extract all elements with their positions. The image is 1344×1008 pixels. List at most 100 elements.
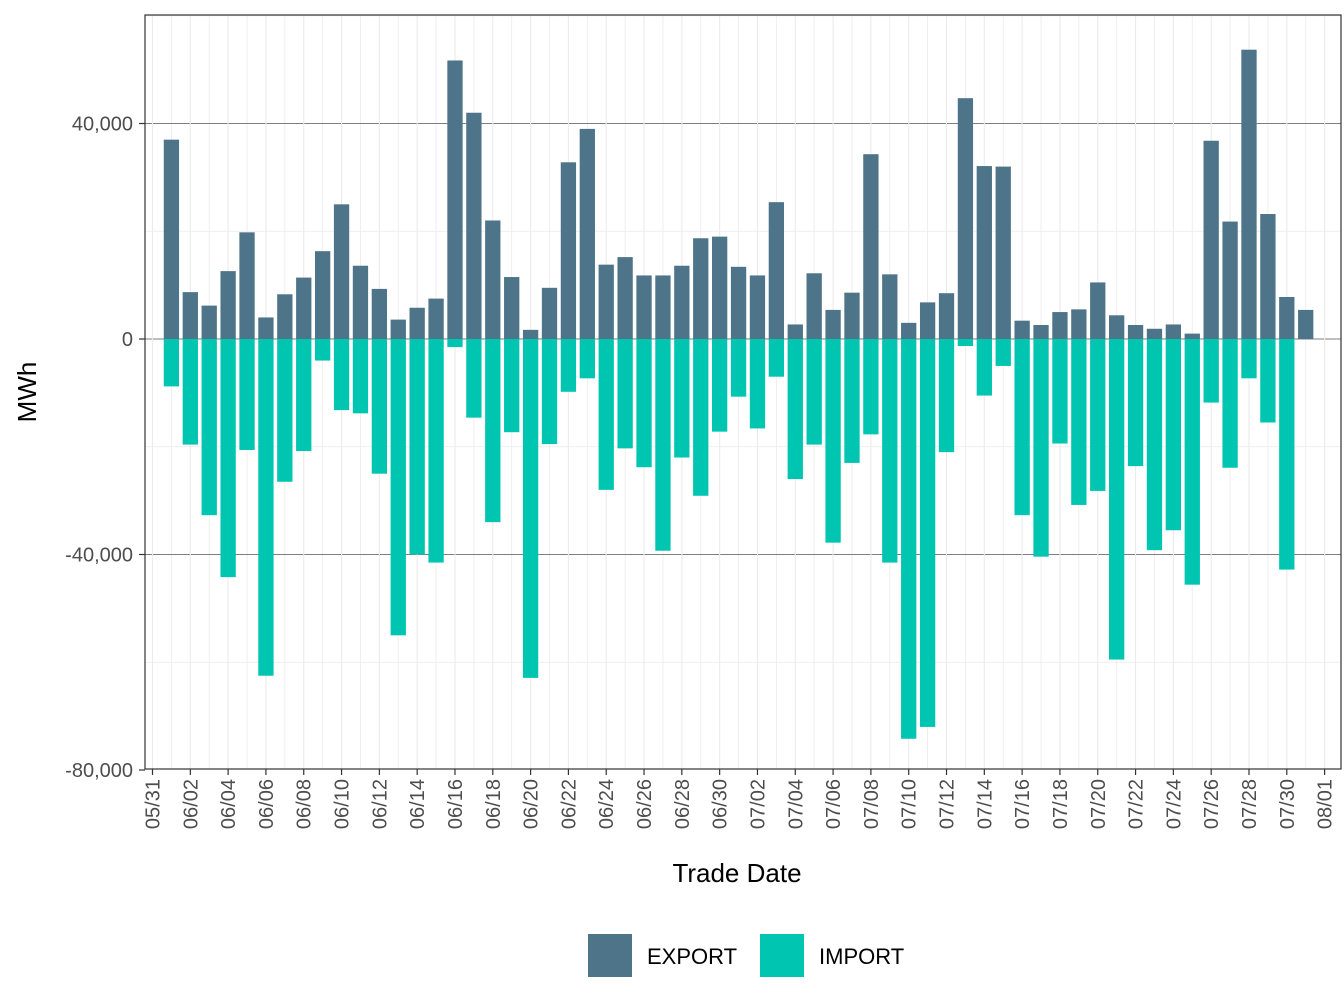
export-bar bbox=[1033, 324, 1049, 339]
export-bar bbox=[239, 232, 255, 339]
import-bar bbox=[919, 339, 936, 727]
export-bar bbox=[693, 238, 709, 339]
x-tick-label: 06/12 bbox=[369, 779, 391, 829]
x-tick-label: 07/12 bbox=[937, 779, 959, 829]
import-bar bbox=[579, 339, 595, 379]
import-bar bbox=[768, 339, 785, 377]
export-bar bbox=[579, 128, 595, 339]
x-tick-label: 07/28 bbox=[1239, 779, 1261, 829]
import-bar bbox=[844, 339, 860, 463]
export-bar bbox=[598, 264, 614, 339]
import-bar bbox=[1090, 339, 1106, 491]
y-tick-label: 0 bbox=[122, 329, 133, 351]
import-bar bbox=[655, 339, 671, 551]
import-bar bbox=[1260, 339, 1276, 423]
import-bar bbox=[1241, 339, 1257, 379]
x-tick-label: 06/30 bbox=[710, 779, 732, 829]
export-bar bbox=[485, 220, 501, 339]
export-bar bbox=[1279, 296, 1295, 339]
export-bar bbox=[938, 293, 955, 339]
export-bars bbox=[163, 49, 1314, 340]
export-bar bbox=[1109, 315, 1125, 339]
export-bar bbox=[314, 251, 331, 339]
import-bar bbox=[409, 339, 425, 555]
import-bar bbox=[371, 339, 388, 474]
import-bar bbox=[787, 339, 803, 480]
import-bar bbox=[220, 339, 236, 578]
export-bar bbox=[390, 319, 406, 339]
export-bar bbox=[163, 139, 180, 339]
import-bar bbox=[938, 339, 955, 453]
export-bar bbox=[995, 166, 1011, 339]
x-tick-label: 07/02 bbox=[747, 779, 769, 829]
export-bar bbox=[1071, 309, 1087, 339]
legend-swatch-import bbox=[760, 934, 804, 977]
import-bar bbox=[239, 339, 255, 450]
import-bar bbox=[693, 339, 709, 496]
import-bar bbox=[636, 339, 652, 468]
legend-label-import: IMPORT bbox=[819, 944, 904, 969]
import-bar bbox=[352, 339, 369, 414]
export-bar bbox=[882, 274, 898, 339]
export-bar bbox=[1184, 333, 1200, 339]
x-tick-label: 08/01 bbox=[1315, 779, 1337, 829]
x-tick-label: 07/24 bbox=[1163, 779, 1185, 829]
x-tick-label: 06/24 bbox=[596, 779, 618, 829]
import-bar bbox=[1203, 339, 1219, 403]
x-tick-label: 06/06 bbox=[256, 779, 278, 829]
import-bar bbox=[1033, 339, 1049, 557]
import-bar bbox=[541, 339, 558, 445]
export-bar bbox=[806, 273, 822, 339]
export-bar bbox=[1127, 324, 1144, 339]
export-bar bbox=[1052, 312, 1068, 339]
import-bar bbox=[296, 339, 312, 452]
export-bar bbox=[957, 98, 974, 340]
x-tick-label: 06/02 bbox=[180, 779, 202, 829]
export-bar bbox=[296, 277, 312, 339]
x-tick-label: 07/14 bbox=[974, 779, 996, 829]
import-bar bbox=[1165, 339, 1182, 531]
export-bar bbox=[1165, 324, 1182, 339]
export-bar bbox=[768, 202, 785, 339]
legend: EXPORT IMPORT bbox=[588, 934, 904, 977]
export-bar bbox=[1298, 309, 1314, 339]
export-bar bbox=[1203, 140, 1219, 339]
x-tick-label: 07/30 bbox=[1277, 779, 1299, 829]
export-bar bbox=[655, 275, 671, 339]
import-bar bbox=[730, 339, 747, 397]
export-bar bbox=[636, 275, 652, 339]
x-tick-label: 06/28 bbox=[672, 779, 694, 829]
import-bar bbox=[1071, 339, 1087, 505]
x-tick-label: 06/08 bbox=[294, 779, 316, 829]
import-bar bbox=[258, 339, 274, 676]
import-bar bbox=[863, 339, 879, 435]
x-tick-label: 06/16 bbox=[445, 779, 467, 829]
y-tick-label: -40,000 bbox=[65, 545, 133, 567]
export-bar bbox=[447, 60, 463, 340]
x-tick-label: 06/04 bbox=[218, 779, 240, 829]
export-bar bbox=[466, 112, 482, 339]
import-bar bbox=[598, 339, 614, 490]
export-bar bbox=[617, 257, 633, 339]
export-bar bbox=[1090, 282, 1106, 339]
export-bar bbox=[1222, 221, 1238, 339]
export-bar bbox=[352, 265, 369, 339]
import-bar bbox=[428, 339, 444, 563]
export-bar bbox=[371, 288, 388, 339]
export-bar bbox=[730, 266, 747, 339]
import-bar bbox=[1146, 339, 1163, 551]
import-bar bbox=[674, 339, 690, 458]
import-bar bbox=[617, 339, 633, 449]
y-axis-title: MWh bbox=[12, 362, 42, 423]
export-bar bbox=[901, 322, 917, 339]
export-bar bbox=[712, 236, 728, 339]
x-tick-label: 07/04 bbox=[785, 779, 807, 829]
legend-swatch-export bbox=[588, 934, 632, 977]
export-bar bbox=[1014, 320, 1030, 339]
x-tick-label: 05/31 bbox=[143, 779, 165, 829]
export-bar bbox=[825, 309, 841, 339]
export-bar bbox=[541, 287, 558, 339]
import-bar bbox=[314, 339, 331, 361]
x-axis-title: Trade Date bbox=[672, 858, 801, 888]
